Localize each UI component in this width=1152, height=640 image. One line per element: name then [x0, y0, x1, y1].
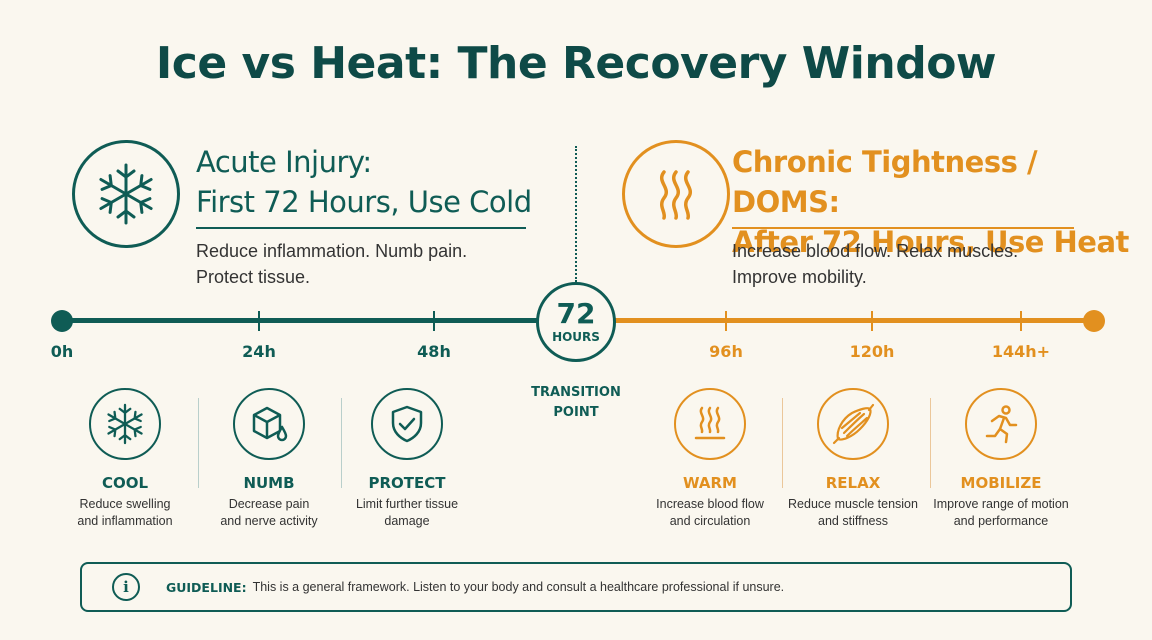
- card-separator: [198, 398, 199, 488]
- card-relax: RELAX Reduce muscle tension and stiffnes…: [783, 388, 923, 530]
- heat-heading: Chronic Tightness / DOMS: After 72 Hours…: [732, 142, 1152, 262]
- card-description: Limit further tissue damage: [337, 496, 477, 530]
- card-description: Increase blood flow and circulation: [640, 496, 780, 530]
- tick-label-96h: 96h: [709, 342, 743, 361]
- tick-48h: [433, 311, 435, 331]
- card-desc-line1: Limit further tissue: [355, 497, 459, 511]
- card-description: Reduce muscle tension and stiffness: [783, 496, 923, 530]
- snowflake-icon: [89, 388, 161, 460]
- info-icon: i: [112, 573, 140, 601]
- heat-heading-rule: [732, 227, 1074, 229]
- card-description: Improve range of motion and performance: [931, 496, 1071, 530]
- card-desc-line2: damage: [384, 514, 430, 528]
- transition-label-line2: POINT: [553, 405, 599, 420]
- transition-marker: 72 HOURS: [536, 282, 616, 362]
- tick-label-24h: 24h: [242, 342, 276, 361]
- heat-description: Increase blood flow. Relax muscles. Impr…: [732, 238, 1018, 290]
- guideline-box: i GUIDELINE: This is a general framework…: [80, 562, 1072, 612]
- transition-hours-unit: HOURS: [552, 330, 600, 344]
- page-title: Ice vs Heat: The Recovery Window: [155, 38, 997, 89]
- running-person-icon: [965, 388, 1037, 460]
- card-description: Decrease pain and nerve activity: [199, 496, 339, 530]
- tick-120h: [871, 311, 873, 331]
- tick-24h: [258, 311, 260, 331]
- card-description: Reduce swelling and inflammation: [55, 496, 195, 530]
- card-desc-line1: Reduce muscle tension: [788, 497, 918, 511]
- guideline-text: This is a general framework. Listen to y…: [252, 580, 785, 594]
- cold-heading-line2: First 72 Hours, Use Cold: [196, 185, 532, 219]
- guideline-label: GUIDELINE:: [166, 579, 247, 595]
- card-label: COOL: [101, 474, 149, 492]
- heat-desc-line1: Increase blood flow. Relax muscles.: [732, 241, 1019, 261]
- transition-label-line1: TRANSITION: [531, 385, 621, 400]
- muscle-icon: [817, 388, 889, 460]
- tick-label-144h: 144h+: [991, 342, 1051, 361]
- cube-drop-icon: [233, 388, 305, 460]
- card-numb: NUMB Decrease pain and nerve activity: [199, 388, 339, 530]
- cold-heading: Acute Injury: First 72 Hours, Use Cold: [196, 142, 532, 222]
- tick-144h: [1020, 311, 1022, 331]
- cold-timeline: [62, 318, 576, 323]
- cold-description: Reduce inflammation. Numb pain. Protect …: [196, 238, 467, 290]
- card-warm: WARM Increase blood flow and circulation: [640, 388, 780, 530]
- card-desc-line1: Decrease pain: [228, 497, 310, 511]
- card-separator: [930, 398, 931, 488]
- card-desc-line2: and nerve activity: [220, 514, 318, 528]
- tick-label-48h: 48h: [417, 342, 451, 361]
- center-divider: [575, 146, 577, 282]
- card-desc-line1: Increase blood flow: [656, 497, 764, 511]
- card-label: PROTECT: [368, 474, 446, 492]
- heat-timeline: [576, 318, 1094, 323]
- transition-label: TRANSITION POINT: [516, 383, 636, 423]
- card-desc-line2: and circulation: [669, 514, 751, 528]
- card-desc-line1: Reduce swelling: [79, 497, 171, 511]
- tick-label-120h: 120h: [849, 342, 895, 361]
- card-desc-line2: and stiffness: [818, 514, 888, 528]
- cold-desc-line2: Protect tissue.: [196, 267, 311, 287]
- tick-96h: [725, 311, 727, 331]
- card-label: NUMB: [243, 474, 295, 492]
- card-cool: COOL Reduce swelling and inflammation: [55, 388, 195, 530]
- card-label: RELAX: [825, 474, 881, 492]
- card-label: WARM: [683, 474, 737, 492]
- card-mobilize: MOBILIZE Improve range of motion and per…: [931, 388, 1071, 530]
- heat-desc-line2: Improve mobility.: [732, 267, 867, 287]
- timeline-end-dot: [1083, 310, 1105, 332]
- tick-label-0h: 0h: [50, 342, 74, 361]
- timeline-start-dot: [51, 310, 73, 332]
- card-desc-line1: Improve range of motion: [933, 497, 1069, 511]
- snowflake-icon: [72, 140, 180, 248]
- heat-waves-icon: [674, 388, 746, 460]
- heat-heading-line1: Chronic Tightness / DOMS:: [732, 145, 1038, 219]
- cold-desc-line1: Reduce inflammation. Numb pain.: [196, 241, 468, 261]
- card-separator: [782, 398, 783, 488]
- heat-heading-line2: After 72 Hours, Use Heat: [732, 225, 1129, 259]
- card-label: MOBILIZE: [960, 474, 1042, 492]
- heat-waves-icon: [622, 140, 730, 248]
- card-desc-line2: and inflammation: [77, 514, 173, 528]
- shield-check-icon: [371, 388, 443, 460]
- card-separator: [341, 398, 342, 488]
- card-protect: PROTECT Limit further tissue damage: [337, 388, 477, 530]
- transition-hours-value: 72: [556, 297, 596, 330]
- cold-heading-rule: [196, 227, 526, 229]
- card-desc-line2: and performance: [953, 514, 1049, 528]
- cold-heading-line1: Acute Injury:: [196, 145, 372, 179]
